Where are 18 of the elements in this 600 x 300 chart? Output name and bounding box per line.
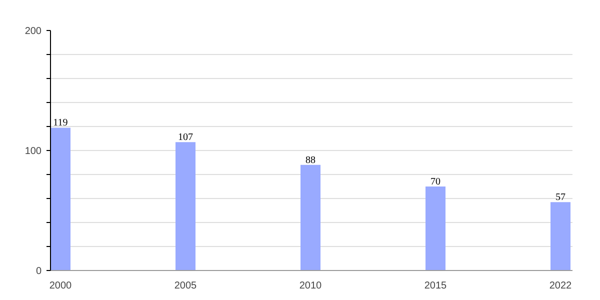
bar <box>50 128 70 270</box>
y-tick-label: 200 <box>24 26 42 37</box>
bar <box>300 164 320 270</box>
y-tick-label: 100 <box>24 146 42 157</box>
data-label: 88 <box>306 154 316 166</box>
y-tick-label: 0 <box>36 266 42 277</box>
bar <box>426 186 446 270</box>
data-label: 57 <box>556 192 566 204</box>
x-tick-label: 2015 <box>424 280 448 292</box>
data-label: 107 <box>178 132 193 144</box>
x-tick-label: 2010 <box>299 280 322 292</box>
x-tick-label: 2022 <box>549 280 572 292</box>
data-label: 70 <box>430 176 440 188</box>
x-tick-label: 2000 <box>49 280 72 292</box>
data-label: 119 <box>53 118 68 129</box>
bar <box>550 202 570 270</box>
x-tick-label: 2005 <box>174 280 198 292</box>
bar <box>176 142 196 270</box>
